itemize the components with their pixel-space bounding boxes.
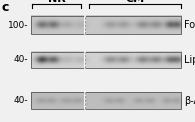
Bar	[31, 51, 181, 68]
Bar	[31, 92, 181, 109]
Text: c: c	[2, 1, 9, 14]
Text: CM: CM	[125, 0, 145, 4]
Text: FoxO1: FoxO1	[184, 20, 195, 30]
Text: 40-: 40-	[14, 96, 28, 105]
Bar	[31, 16, 181, 34]
Text: 40-: 40-	[14, 55, 28, 64]
Text: β-Actin: β-Actin	[184, 96, 195, 106]
Text: 100-: 100-	[8, 20, 28, 30]
Text: Lipa: Lipa	[184, 55, 195, 65]
Text: NR: NR	[48, 0, 66, 4]
